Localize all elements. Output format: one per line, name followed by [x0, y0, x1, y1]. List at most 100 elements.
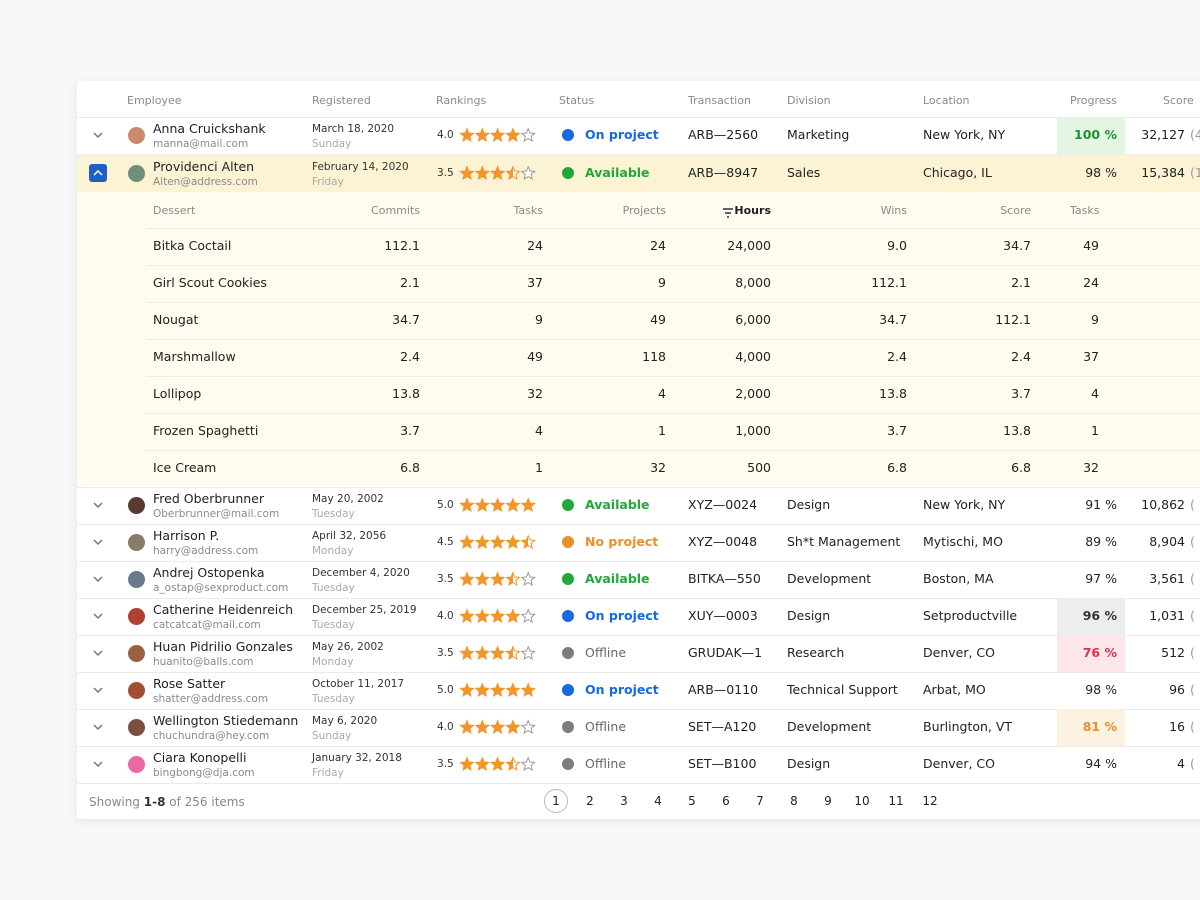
nested-cell: Ice Cream [153, 460, 217, 475]
star [459, 608, 475, 624]
nested-cell: 2.4 [887, 349, 907, 364]
rating-stars [459, 534, 539, 550]
status: Offline [585, 645, 627, 660]
star [520, 608, 536, 624]
star [489, 571, 506, 587]
nested-cell: 1 [658, 423, 666, 438]
chevron-icon [93, 687, 103, 694]
column-header: Status [559, 94, 595, 107]
avatar [128, 571, 145, 588]
star [474, 127, 491, 143]
star [505, 571, 521, 587]
division: Development [787, 571, 872, 586]
expand-toggle[interactable] [89, 644, 107, 662]
registered-weekday: Tuesday [312, 693, 355, 705]
page-link[interactable]: 3 [620, 794, 628, 808]
nested-cell: 1 [1091, 423, 1099, 438]
page-link[interactable]: 6 [722, 794, 730, 808]
page-link[interactable]: 9 [824, 794, 832, 808]
row-divider [146, 265, 1200, 266]
chevron-icon [93, 132, 103, 139]
score-extra: ( [1190, 756, 1195, 771]
row-divider [77, 672, 1200, 673]
score-extra: ( [1190, 497, 1195, 512]
nested-cell: 49 [650, 312, 666, 327]
nested-cell: 32 [1083, 460, 1099, 475]
nested-cell: 2.1 [400, 275, 420, 290]
chevron-icon [93, 650, 103, 657]
division: Development [787, 719, 872, 734]
progress: 96 % [1082, 608, 1117, 623]
star [505, 165, 521, 181]
row-divider [77, 783, 1200, 784]
nested-cell: 112.1 [871, 275, 907, 290]
location: Setproductville [923, 608, 1018, 623]
star [505, 756, 521, 772]
expand-toggle[interactable] [89, 570, 107, 588]
expand-toggle[interactable] [89, 681, 107, 699]
nested-cell: 6.8 [887, 460, 907, 475]
page-link[interactable]: 2 [586, 794, 594, 808]
nested-cell: 13.8 [392, 386, 420, 401]
row-divider [77, 598, 1200, 599]
nested-cell: 24 [527, 238, 543, 253]
star [489, 127, 506, 143]
star [459, 534, 475, 550]
score-extra: ( [1190, 645, 1195, 660]
page-link[interactable]: 11 [888, 794, 904, 808]
status-dot [562, 647, 574, 659]
nested-cell: 9 [1091, 312, 1099, 327]
row-divider [77, 117, 1200, 118]
expand-toggle[interactable] [89, 126, 107, 144]
page-link[interactable]: 10 [854, 794, 870, 808]
employee-email: catcatcat@mail.com [153, 619, 261, 631]
page-link[interactable]: 8 [790, 794, 798, 808]
nested-cell: 4 [535, 423, 543, 438]
star [520, 719, 536, 735]
nested-cell: Girl Scout Cookies [153, 275, 267, 290]
column-header: Rankings [436, 94, 487, 107]
row-divider [146, 450, 1200, 451]
rating-stars [459, 497, 539, 513]
sort-icon[interactable] [722, 204, 734, 218]
expand-toggle[interactable] [89, 533, 107, 551]
status: On project [585, 127, 659, 142]
registered-weekday: Monday [312, 545, 354, 557]
page-link[interactable]: 5 [688, 794, 696, 808]
location: Burlington, VT [923, 719, 1013, 734]
row-divider [146, 376, 1200, 377]
employee-name: Huan Pidrilio Gonzales [153, 639, 293, 654]
score: 16 [1169, 719, 1185, 734]
page-link[interactable]: 12 [922, 794, 938, 808]
progress: 97 % [1085, 571, 1117, 586]
employee-name: Catherine Heidenreich [153, 602, 294, 617]
row-divider [77, 561, 1200, 562]
star [520, 645, 536, 661]
page-current[interactable]: 1 [544, 789, 568, 813]
rating-stars [459, 682, 539, 698]
expand-toggle[interactable] [89, 718, 107, 736]
expand-toggle[interactable] [89, 164, 107, 182]
star [489, 682, 506, 698]
registered-weekday: Monday [312, 656, 354, 668]
status: Offline [585, 719, 627, 734]
status: Offline [585, 756, 627, 771]
nested-cell: 49 [1083, 238, 1099, 253]
avatar [128, 719, 145, 736]
page-link[interactable]: 4 [654, 794, 662, 808]
avatar [128, 682, 145, 699]
employee-email: chuchundra@hey.com [153, 730, 270, 742]
nested-cell: 2.4 [1011, 349, 1031, 364]
column-header: Score [1163, 94, 1194, 107]
expand-toggle[interactable] [89, 496, 107, 514]
employee-email: bingbong@dja.com [153, 767, 255, 779]
employee-email: manna@mail.com [153, 138, 249, 150]
star [505, 127, 521, 143]
page-link[interactable]: 7 [756, 794, 764, 808]
nested-cell: 4 [1091, 386, 1099, 401]
row-divider [146, 228, 1200, 229]
expand-toggle[interactable] [89, 755, 107, 773]
expand-toggle[interactable] [89, 607, 107, 625]
employee-name: Rose Satter [153, 676, 226, 691]
